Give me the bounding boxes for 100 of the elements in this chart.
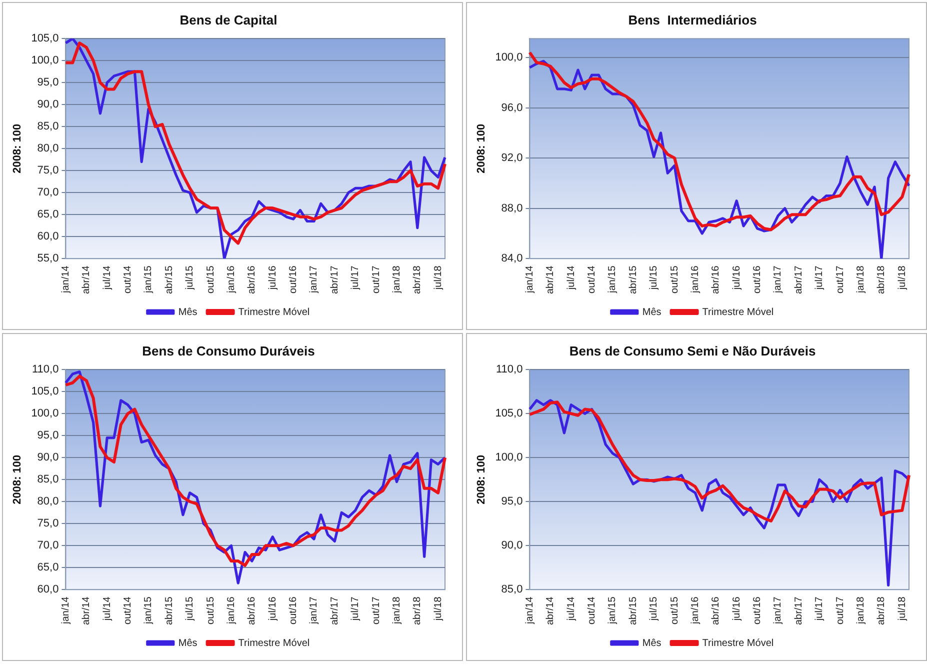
- x-tick-label: out/17: [370, 265, 382, 294]
- y-tick-label: 80,0: [37, 496, 59, 508]
- x-tick-label: abr/15: [628, 265, 639, 294]
- y-tick-label: 95,0: [37, 76, 59, 89]
- x-tick-label: abr/14: [81, 596, 92, 626]
- x-tick-label: jan/16: [226, 596, 237, 625]
- x-tick-label: jan/15: [143, 265, 154, 294]
- x-tick-label: jul/14: [102, 596, 113, 622]
- x-tick-label: jul/18: [896, 596, 908, 622]
- x-tick-label: jul/14: [566, 265, 577, 291]
- y-tick-label: 96,0: [501, 102, 523, 114]
- x-tick-label: jul/15: [184, 596, 196, 622]
- x-tick-label: out/17: [834, 596, 846, 624]
- legend-label: Trimestre Móvel: [702, 306, 774, 318]
- x-tick-label: out/14: [122, 596, 134, 624]
- x-tick-label: jul/15: [648, 265, 660, 291]
- y-tick-label: 92,0: [501, 152, 523, 164]
- legend-label: Trimestre Móvel: [702, 638, 774, 649]
- x-tick-label: jul/16: [731, 265, 742, 291]
- x-tick-label: abr/18: [876, 265, 888, 294]
- x-tick-label: jul/14: [566, 596, 577, 622]
- x-tick-label: jan/18: [855, 596, 866, 625]
- x-tick-label: abr/14: [545, 596, 556, 626]
- y-tick-label: 90,0: [501, 540, 523, 552]
- x-tick-label: jul/16: [267, 265, 278, 291]
- legend-label: Trimestre Móvel: [238, 638, 310, 649]
- y-tick-label: 75,0: [37, 518, 59, 530]
- y-tick-label: 85,0: [501, 584, 523, 596]
- y-axis-title: 2008: 100: [12, 454, 24, 504]
- y-tick-label: 80,0: [37, 142, 59, 155]
- x-tick-label: jan/17: [772, 265, 784, 294]
- x-tick-label: jul/17: [814, 596, 826, 622]
- y-tick-label: 95,0: [501, 496, 523, 508]
- y-axis-title: 2008: 100: [476, 454, 488, 504]
- y-tick-label: 110,0: [496, 364, 523, 376]
- x-tick-label: out/15: [669, 596, 680, 624]
- chart-title: Bens de Consumo Semi e Não Duráveis: [569, 343, 816, 358]
- x-tick-label: abr/14: [545, 265, 556, 294]
- y-tick-label: 100,0: [495, 452, 523, 464]
- x-tick-label: out/16: [288, 265, 300, 294]
- x-tick-label: out/15: [669, 265, 680, 294]
- x-tick-label: jan/16: [690, 265, 701, 294]
- x-tick-label: out/14: [122, 265, 134, 294]
- x-tick-label: jul/17: [350, 265, 362, 291]
- x-tick-label: abr/18: [876, 596, 888, 626]
- x-tick-label: abr/18: [412, 596, 424, 626]
- x-tick-label: abr/16: [710, 265, 722, 294]
- y-tick-label: 55,0: [37, 252, 59, 265]
- x-tick-label: jan/15: [143, 596, 154, 625]
- x-tick-label: out/16: [752, 596, 764, 624]
- x-tick-label: jan/18: [391, 265, 402, 294]
- y-tick-label: 100,0: [495, 51, 523, 64]
- x-tick-label: out/14: [586, 596, 598, 624]
- x-tick-label: abr/16: [710, 596, 722, 626]
- x-tick-label: jul/15: [184, 265, 196, 291]
- x-tick-label: jan/14: [524, 265, 536, 294]
- y-tick-label: 105,0: [31, 32, 59, 45]
- x-tick-label: jan/14: [60, 596, 72, 625]
- chart-title: Bens de Capital: [180, 12, 278, 28]
- y-axis-title: 2008: 100: [12, 124, 24, 174]
- x-tick-label: abr/17: [793, 596, 804, 626]
- x-tick-label: out/17: [370, 596, 382, 624]
- x-tick-label: jan/15: [607, 265, 618, 294]
- x-tick-label: jul/18: [432, 596, 444, 622]
- x-tick-label: abr/15: [164, 265, 175, 294]
- y-axis-title: 2008: 100: [476, 124, 488, 174]
- y-tick-label: 95,0: [37, 430, 59, 442]
- y-tick-label: 110,0: [32, 364, 59, 376]
- y-tick-label: 100,0: [31, 54, 59, 67]
- y-tick-label: 60,0: [37, 230, 59, 243]
- x-tick-label: out/17: [834, 265, 846, 294]
- x-tick-label: abr/16: [246, 265, 258, 294]
- x-tick-label: out/16: [752, 265, 764, 294]
- x-tick-label: abr/14: [81, 265, 92, 294]
- x-tick-label: jan/14: [524, 596, 536, 625]
- x-tick-label: abr/18: [412, 265, 424, 294]
- chart-title: Bens de Consumo Duráveis: [142, 343, 315, 358]
- legend-label: Mês: [178, 306, 198, 318]
- x-tick-label: jan/18: [855, 265, 866, 294]
- x-tick-label: jul/15: [648, 596, 660, 622]
- legend-label: Mês: [642, 306, 662, 318]
- y-tick-label: 70,0: [37, 186, 59, 199]
- x-tick-label: jan/17: [772, 596, 784, 625]
- y-tick-label: 105,0: [31, 386, 59, 398]
- x-tick-label: jan/14: [60, 265, 72, 294]
- y-tick-label: 90,0: [37, 98, 59, 111]
- x-tick-label: abr/16: [246, 596, 258, 626]
- x-tick-label: jan/17: [308, 596, 320, 625]
- legend-label: Mês: [178, 638, 198, 649]
- x-tick-label: out/16: [288, 596, 300, 624]
- x-tick-label: jul/17: [814, 265, 826, 291]
- x-tick-label: jul/16: [731, 596, 742, 622]
- x-tick-label: jul/14: [102, 265, 113, 291]
- x-tick-label: out/15: [205, 596, 216, 624]
- x-tick-label: abr/17: [793, 265, 804, 294]
- y-tick-label: 85,0: [37, 474, 59, 486]
- x-tick-label: jan/16: [690, 596, 701, 625]
- x-tick-label: jan/18: [391, 596, 402, 625]
- legend-label: Mês: [642, 638, 662, 649]
- y-tick-label: 60,0: [37, 584, 59, 596]
